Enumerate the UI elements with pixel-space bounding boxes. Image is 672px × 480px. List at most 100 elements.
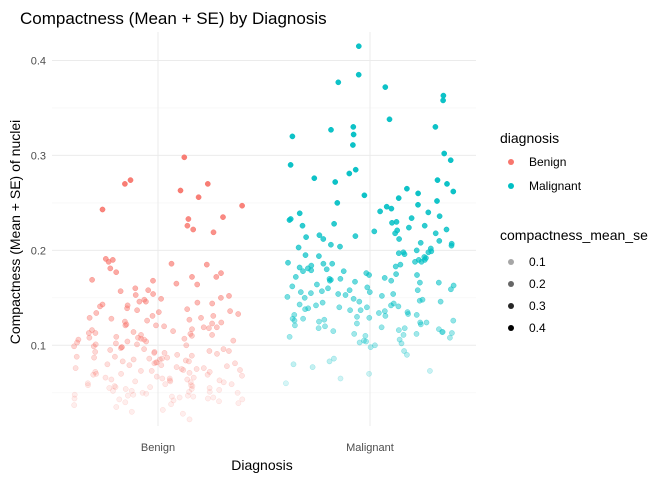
data-point-benign xyxy=(216,398,222,405)
data-point-malignant xyxy=(308,290,314,296)
data-point-malignant xyxy=(364,304,370,311)
data-point-benign xyxy=(92,330,99,336)
data-point-malignant xyxy=(366,289,373,295)
data-point-malignant xyxy=(350,124,357,130)
data-point-benign xyxy=(188,382,194,389)
y-tick-label: 0.3 xyxy=(31,150,46,162)
data-point-benign xyxy=(85,382,91,389)
data-point-benign xyxy=(213,324,220,331)
data-point-malignant xyxy=(425,209,432,216)
data-point-malignant xyxy=(388,302,394,309)
data-point-benign xyxy=(108,376,115,383)
data-point-benign xyxy=(113,340,119,347)
data-point-benign xyxy=(102,374,109,381)
data-point-benign xyxy=(106,385,113,391)
data-point-benign xyxy=(205,395,211,402)
data-point-benign xyxy=(130,329,137,335)
data-point-benign xyxy=(228,381,235,388)
data-point-benign xyxy=(189,383,196,389)
data-point-malignant xyxy=(296,210,303,217)
data-point-benign xyxy=(180,367,187,373)
data-point-benign xyxy=(117,345,124,351)
data-point-malignant xyxy=(415,257,422,263)
data-point-malignant xyxy=(366,272,372,278)
data-point-malignant xyxy=(364,284,371,291)
data-point-malignant xyxy=(330,328,337,334)
data-point-benign xyxy=(71,343,77,350)
data-point-benign xyxy=(220,379,227,386)
data-point-malignant xyxy=(340,268,347,275)
data-point-malignant xyxy=(337,375,344,382)
data-point-benign xyxy=(153,322,159,329)
data-point-benign xyxy=(127,177,134,183)
data-point-benign xyxy=(187,331,194,337)
chart-title: Compactness (Mean + SE) by Diagnosis xyxy=(20,9,327,28)
data-point-malignant xyxy=(316,253,322,259)
data-point-malignant xyxy=(416,297,423,304)
data-point-malignant xyxy=(352,166,359,173)
data-point-benign xyxy=(126,362,133,369)
data-point-malignant xyxy=(435,279,442,286)
data-point-malignant xyxy=(331,355,337,362)
data-point-malignant xyxy=(302,252,309,258)
data-point-malignant xyxy=(414,287,421,294)
data-point-benign xyxy=(235,400,242,407)
data-point-malignant xyxy=(414,272,420,278)
data-point-malignant xyxy=(291,317,298,324)
data-point-malignant xyxy=(316,318,322,325)
data-point-malignant xyxy=(383,203,390,210)
data-point-benign xyxy=(84,380,91,387)
data-point-benign xyxy=(124,305,130,312)
data-point-malignant xyxy=(408,215,415,221)
data-point-malignant xyxy=(413,331,420,337)
data-point-malignant xyxy=(334,200,341,206)
data-point-benign xyxy=(186,316,193,323)
data-point-malignant xyxy=(346,287,353,294)
data-point-malignant xyxy=(395,195,402,201)
data-point-malignant xyxy=(366,370,372,377)
data-point-benign xyxy=(128,388,135,394)
data-point-benign xyxy=(198,314,204,321)
data-point-malignant xyxy=(381,275,388,281)
data-point-benign xyxy=(218,270,224,276)
data-point-benign xyxy=(209,332,215,338)
data-point-benign xyxy=(181,335,188,342)
data-point-malignant xyxy=(362,332,369,339)
data-point-benign xyxy=(158,362,165,369)
legend-key-benign xyxy=(508,159,514,165)
data-point-benign xyxy=(186,369,193,376)
data-point-malignant xyxy=(441,150,448,157)
data-point-malignant xyxy=(395,250,402,257)
data-point-benign xyxy=(204,181,211,187)
data-point-benign xyxy=(159,407,166,413)
data-point-malignant xyxy=(296,301,303,308)
data-point-malignant xyxy=(401,251,408,258)
data-point-malignant xyxy=(405,311,411,317)
data-point-malignant xyxy=(313,302,319,309)
data-points xyxy=(71,43,457,423)
data-point-benign xyxy=(86,314,93,321)
data-point-malignant xyxy=(379,293,385,299)
data-point-benign xyxy=(112,384,119,390)
data-point-benign xyxy=(117,288,124,295)
data-point-malignant xyxy=(396,336,403,343)
data-point-malignant xyxy=(406,224,412,231)
data-point-malignant xyxy=(376,310,382,316)
data-point-benign xyxy=(113,269,120,276)
data-point-benign xyxy=(184,376,191,383)
data-point-malignant xyxy=(449,330,455,336)
legend-key-malignant xyxy=(508,183,514,189)
y-tick-label: 0.2 xyxy=(31,245,46,257)
data-point-benign xyxy=(93,370,100,377)
legend-alpha-label: 0.1 xyxy=(529,255,546,269)
data-point-malignant xyxy=(450,188,457,195)
data-point-benign xyxy=(166,377,173,384)
data-point-malignant xyxy=(443,226,450,233)
data-point-malignant xyxy=(401,325,408,332)
data-point-malignant xyxy=(357,307,364,314)
data-point-benign xyxy=(73,353,80,360)
data-point-malignant xyxy=(448,286,454,293)
data-point-benign xyxy=(204,371,211,378)
data-point-benign xyxy=(195,194,202,201)
